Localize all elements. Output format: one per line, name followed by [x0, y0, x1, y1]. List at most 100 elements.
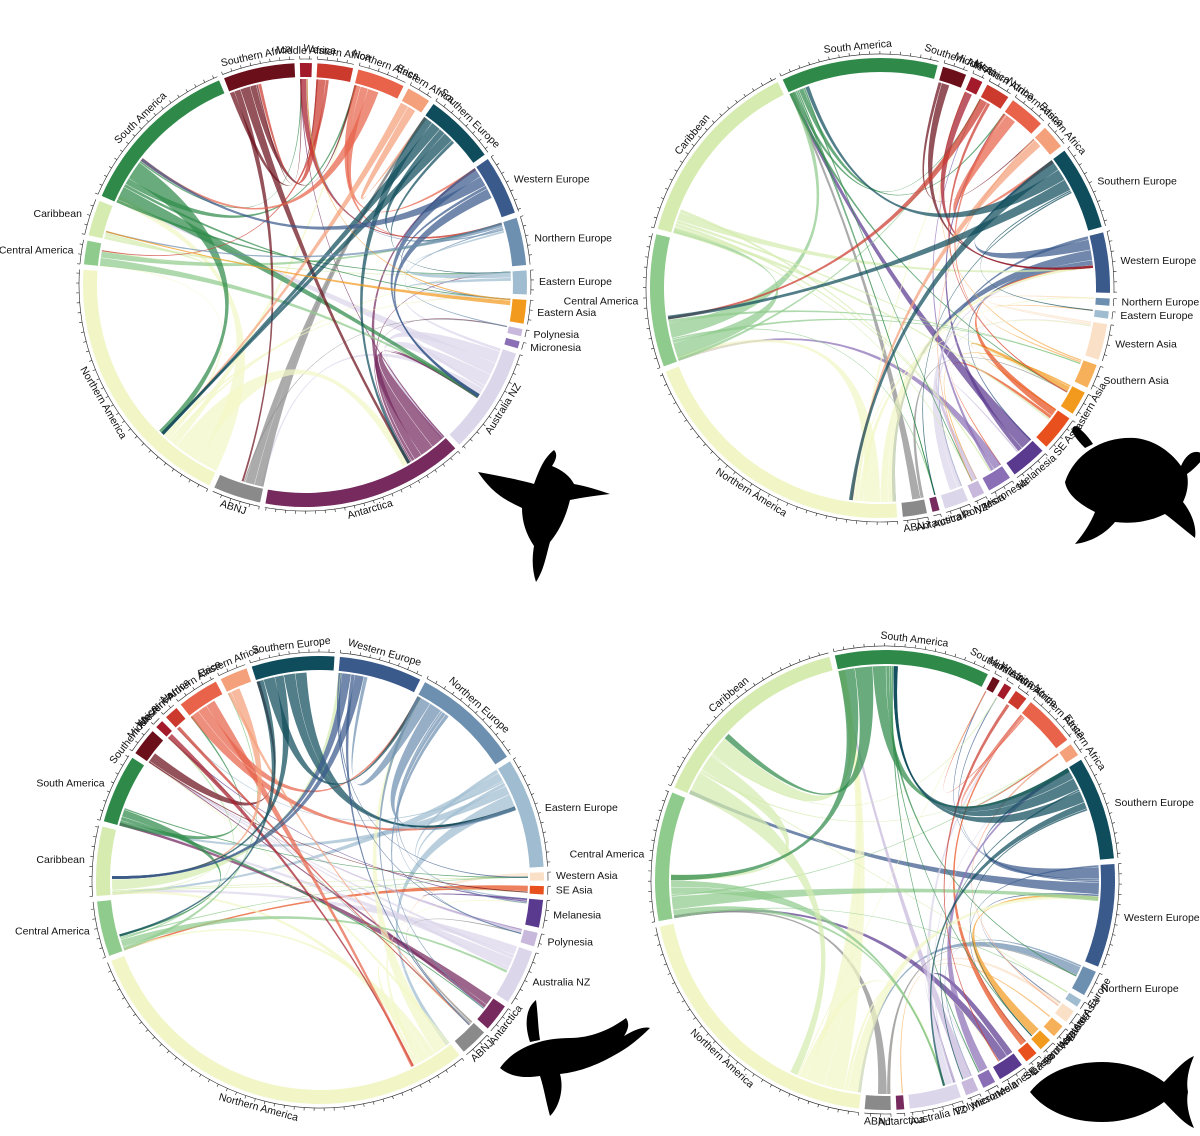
axis-tick [409, 485, 412, 489]
axis-tick [516, 363, 520, 366]
axis-tick [518, 765, 522, 768]
axis-tick [1017, 684, 1021, 688]
axis-tick [963, 66, 965, 70]
axis-tick [1078, 163, 1082, 166]
axis-tick [482, 717, 485, 721]
axis-tick [496, 163, 500, 166]
axis-tick [132, 134, 136, 137]
axis-tick [139, 126, 142, 130]
turtles-chords [667, 82, 1094, 502]
axis-tick [808, 655, 811, 659]
sector-se-asia [1017, 1042, 1037, 1062]
axis-tick [363, 1103, 365, 1107]
axis-tick [953, 63, 956, 67]
axis-tick [532, 961, 536, 964]
axis-southern-africa [222, 58, 295, 75]
axis-tick [134, 435, 138, 439]
axis-tick [501, 171, 505, 174]
axis-tick [416, 670, 419, 674]
sector-antarctica [477, 998, 505, 1029]
axis-tick [1109, 944, 1113, 946]
axis-tick [443, 686, 446, 689]
label-southern-asia: Southern Asia [1103, 375, 1169, 387]
sector-eastern-asia [1031, 1030, 1051, 1050]
axis-tick [1062, 725, 1066, 728]
axis-tick [197, 484, 200, 488]
sector-western-asia [529, 872, 544, 881]
label-south-america: South America [880, 629, 949, 649]
chord-northern-africa-to-western-europe [347, 86, 477, 213]
axis-eastern-asia [527, 300, 531, 325]
axis-tick [121, 420, 125, 424]
chord-eastern-asia-to-caribbean [105, 230, 511, 306]
axis-tick [127, 1005, 131, 1008]
chord-south-america-to-northern-america [128, 162, 229, 435]
axis-tick [544, 919, 548, 921]
axis-tick [651, 839, 655, 841]
sea-turtle-icon [1065, 426, 1200, 544]
axis-tick [1054, 130, 1058, 133]
axis-tick [519, 989, 523, 992]
axis-tick [735, 99, 738, 103]
axis-tick [741, 477, 744, 481]
axis-tick [987, 1090, 990, 1093]
axis-polynesia [537, 933, 542, 948]
axis-tick [805, 510, 808, 514]
axis-tick [1111, 822, 1116, 824]
humpback-whale-icon [500, 1000, 650, 1116]
axis-tick [1073, 739, 1077, 743]
axis-tick [145, 1029, 149, 1032]
axis-tick [788, 68, 791, 72]
axis-tick [1058, 1036, 1062, 1039]
axis-tick [346, 59, 348, 63]
axis-western-europe [490, 156, 519, 212]
axis-tick [927, 517, 929, 521]
axis-eastern-europe [1111, 311, 1114, 320]
axis-tick [79, 243, 83, 245]
sector-abnj [864, 1095, 891, 1110]
axis-tick [112, 979, 116, 982]
axis-tick [344, 507, 346, 511]
chord-se-asia-to-northern-africa [952, 714, 1026, 1046]
axis-tick [89, 360, 93, 362]
sector-western-asia [1085, 321, 1108, 360]
axis-tick [156, 456, 159, 460]
axis-tick [728, 701, 731, 705]
axis-tick [719, 113, 722, 116]
axis-tick [920, 54, 922, 58]
axis-antarctica [264, 451, 459, 512]
axis-northern-africa [178, 677, 215, 702]
axis-tick [398, 662, 400, 667]
axis-melanesia [542, 900, 548, 929]
chord-southern-europe-to-northern-america [161, 133, 452, 435]
axis-tick [690, 427, 693, 431]
tuna-icon [1030, 1056, 1194, 1128]
chord-eastern-africa-to-abnj [227, 692, 470, 1026]
axis-tick [1073, 154, 1077, 157]
axis-tick [1076, 1013, 1080, 1016]
axis-tick [1052, 1042, 1056, 1046]
axis-southern-europe [250, 651, 335, 664]
axis-southern-europe [1084, 757, 1119, 859]
axis-tick [259, 60, 261, 64]
sector-northern-africa [355, 69, 404, 99]
sector-south-america [103, 757, 145, 825]
chord-south-america-to-micronesia [891, 666, 980, 1073]
seabirds-chords [99, 78, 511, 487]
axis-tick [84, 223, 88, 226]
axis-tick [650, 347, 654, 350]
axis-tick [229, 498, 232, 502]
axis-tick [185, 89, 188, 93]
axis-tick [83, 341, 87, 343]
axis-tick [669, 178, 673, 181]
axis-tick [426, 475, 429, 479]
label-western-europe: Western Europe [1124, 912, 1200, 924]
axis-australia-nz [946, 503, 970, 513]
axis-tick [720, 1048, 723, 1051]
axis-tick [230, 68, 233, 72]
axis-tick [249, 62, 252, 66]
axis-tick [435, 680, 438, 684]
sector-western-europe [338, 656, 421, 693]
sector-abnj [214, 474, 263, 503]
axis-tick [818, 59, 820, 63]
